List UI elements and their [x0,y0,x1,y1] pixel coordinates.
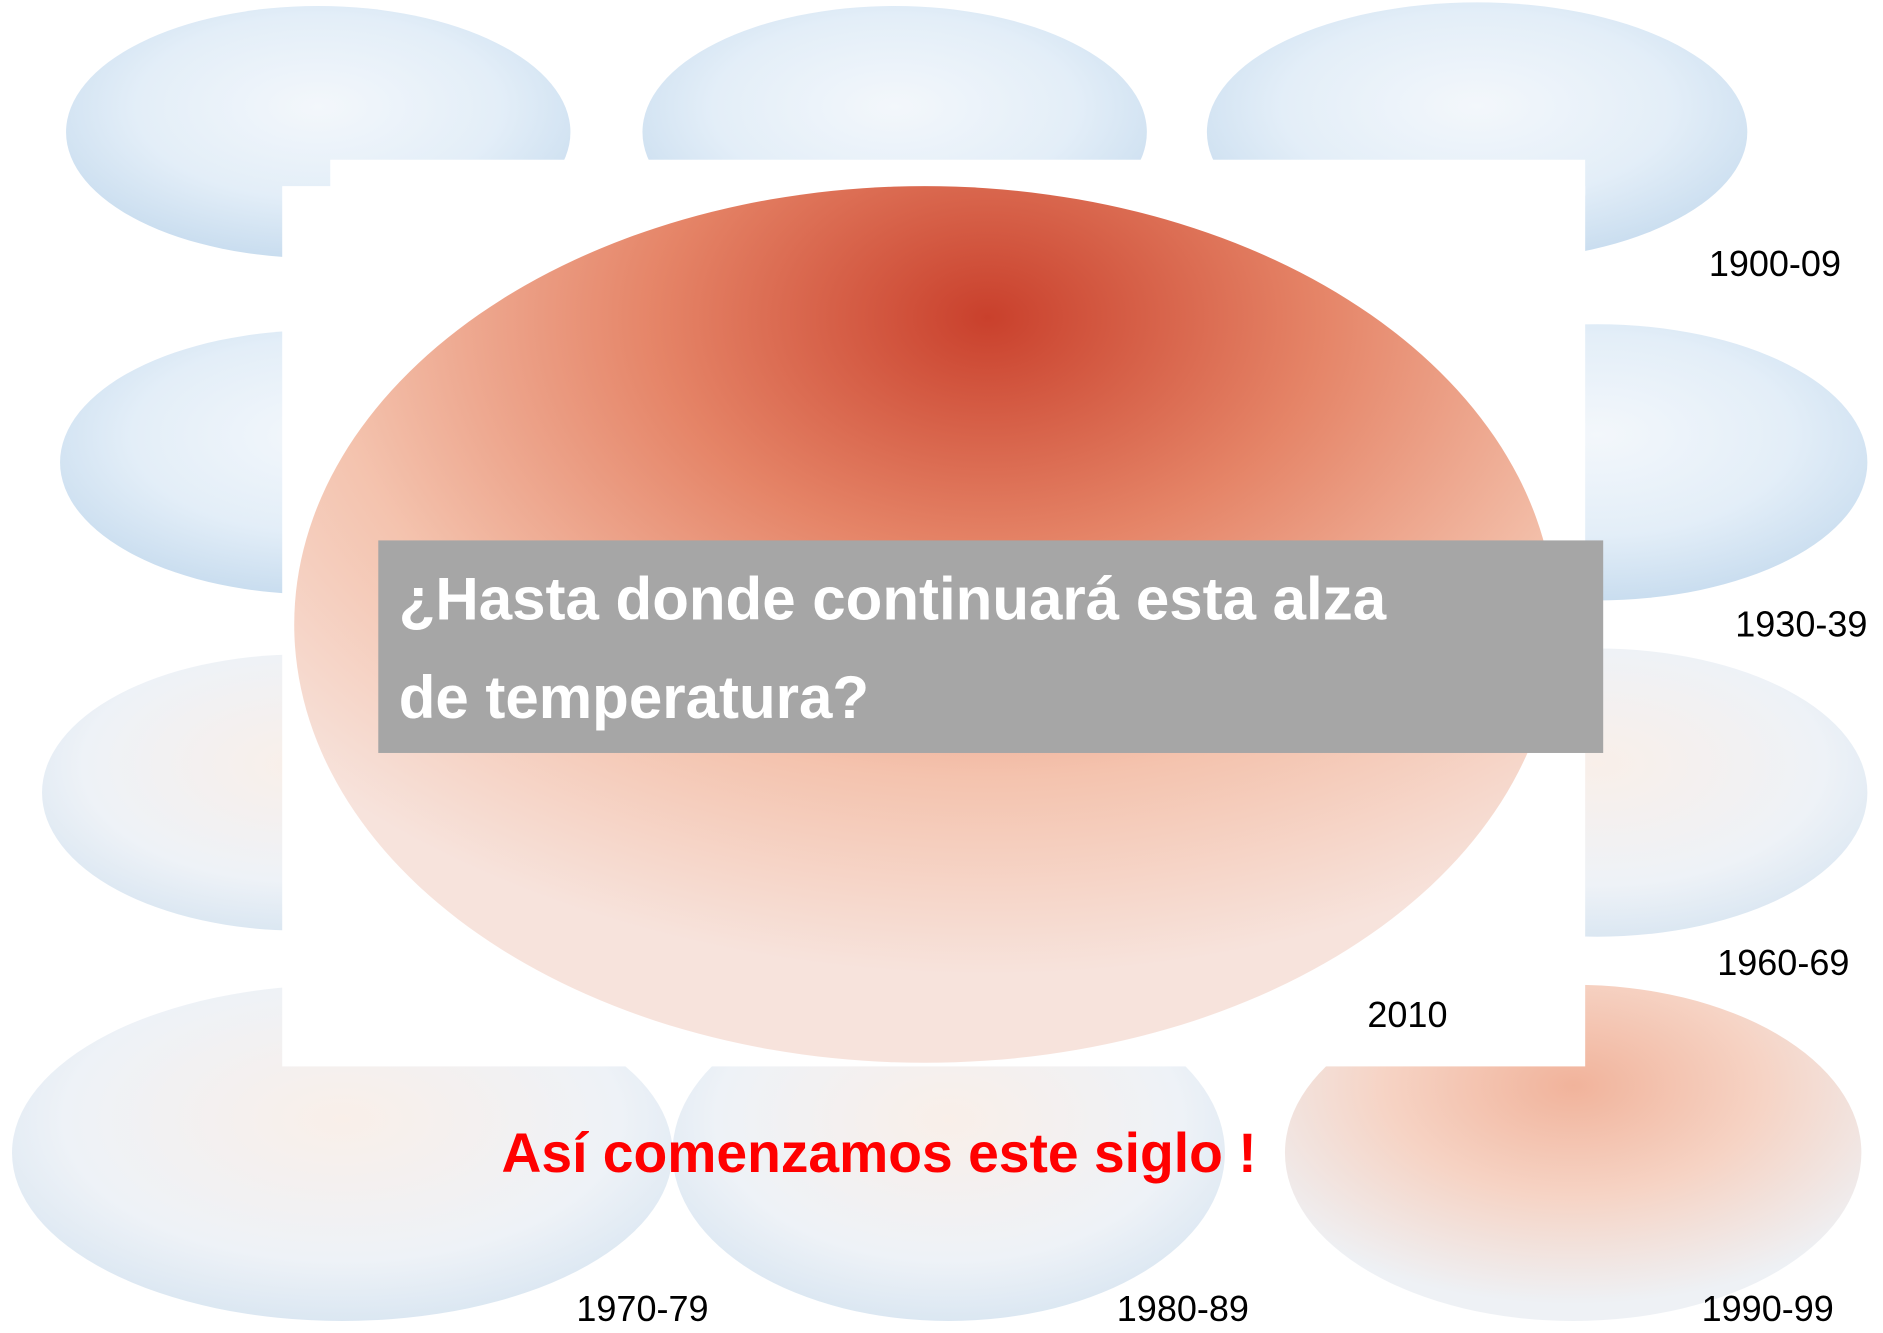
banner [378,540,1604,753]
map [1284,984,1862,1321]
caption: Así comenzamos este siglo ! [501,1122,1256,1184]
question: ¿Hasta donde continuará esta alza [399,566,1387,633]
map [12,984,673,1321]
map-label: 1990-99 [1702,1288,1834,1329]
map-label: 1960-69 [1717,942,1849,983]
map-label: 1930-39 [1735,603,1867,644]
question: de temperatura? [399,664,869,731]
map-label: 1980-89 [1117,1288,1249,1329]
map [672,984,1225,1321]
main-map-label: 2010 [1367,994,1447,1035]
map-label: 1900-09 [1709,243,1841,284]
map-label: 1970-79 [576,1288,708,1329]
